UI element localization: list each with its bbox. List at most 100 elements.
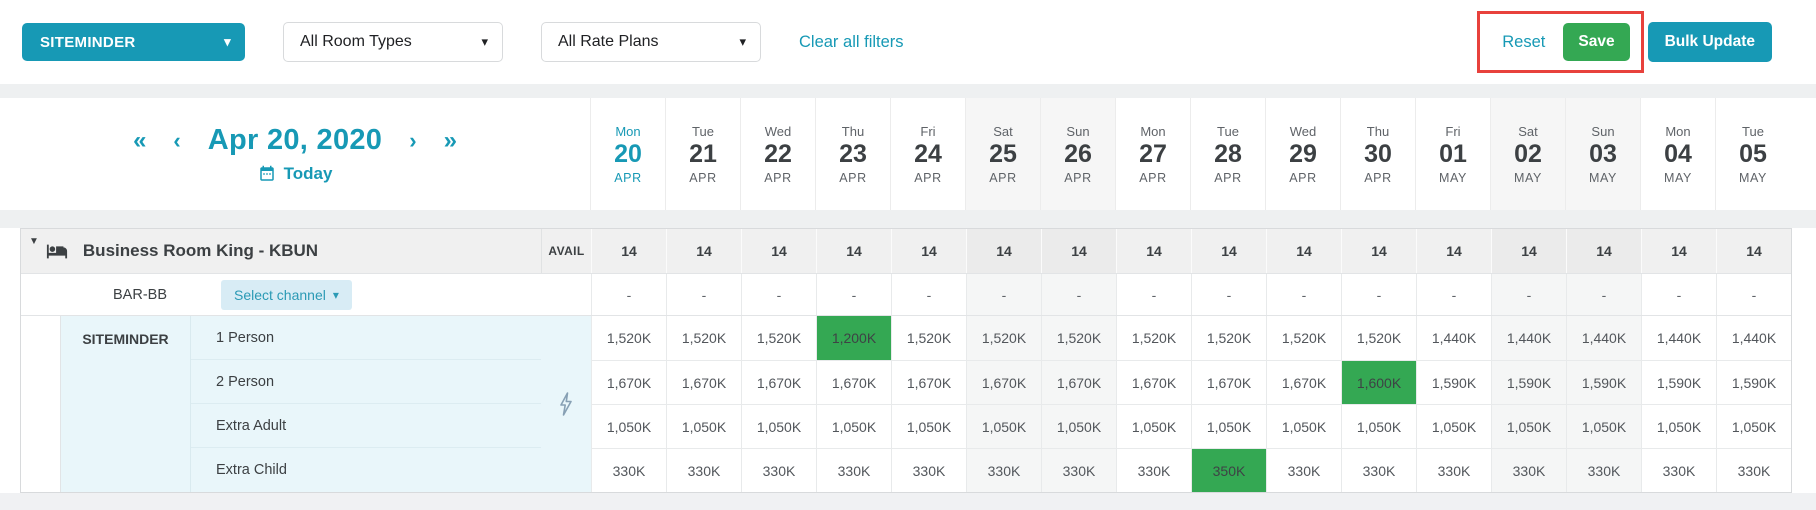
plan-cell[interactable]: - xyxy=(1191,274,1266,315)
rate-cell[interactable]: 1,050K xyxy=(591,405,666,448)
today-button[interactable]: Today xyxy=(258,164,332,184)
calendar-day[interactable]: Fri 01 MAY xyxy=(1415,98,1490,210)
calendar-day[interactable]: Tue 05 MAY xyxy=(1715,98,1790,210)
avail-cell[interactable]: 14 xyxy=(1191,229,1266,273)
plan-cell[interactable]: - xyxy=(1266,274,1341,315)
rate-cell[interactable]: 1,050K xyxy=(816,405,891,448)
calendar-day[interactable]: Sun 26 APR xyxy=(1040,98,1115,210)
calendar-day[interactable]: Fri 24 APR xyxy=(890,98,965,210)
rate-cell[interactable]: 1,520K xyxy=(966,316,1041,360)
calendar-day[interactable]: Sat 25 APR xyxy=(965,98,1040,210)
calendar-day[interactable]: Mon 27 APR xyxy=(1115,98,1190,210)
plan-cell[interactable]: - xyxy=(1716,274,1791,315)
avail-cell[interactable]: 14 xyxy=(1416,229,1491,273)
rate-cell[interactable]: 1,520K xyxy=(1266,316,1341,360)
rate-cell[interactable]: 1,670K xyxy=(816,361,891,404)
calendar-day[interactable]: Wed 22 APR xyxy=(740,98,815,210)
plan-cell[interactable]: - xyxy=(891,274,966,315)
rate-cell[interactable]: 330K xyxy=(591,449,666,492)
rate-cell[interactable]: 1,520K xyxy=(891,316,966,360)
avail-cell[interactable]: 14 xyxy=(591,229,666,273)
plan-cell[interactable]: - xyxy=(966,274,1041,315)
rate-cell[interactable]: 330K xyxy=(1416,449,1491,492)
rate-cell[interactable]: 1,050K xyxy=(1116,405,1191,448)
rate-cell[interactable]: 1,520K xyxy=(1191,316,1266,360)
plan-cell[interactable]: - xyxy=(1041,274,1116,315)
rate-cell[interactable]: 1,050K xyxy=(1491,405,1566,448)
rate-cell[interactable]: 330K xyxy=(966,449,1041,492)
reset-button[interactable]: Reset xyxy=(1502,32,1546,51)
avail-cell[interactable]: 14 xyxy=(1041,229,1116,273)
next-day-button[interactable]: › xyxy=(409,127,417,153)
rate-cell[interactable]: 1,050K xyxy=(1266,405,1341,448)
rate-cell[interactable]: 1,590K xyxy=(1491,361,1566,404)
bulk-update-button[interactable]: Bulk Update xyxy=(1647,22,1772,62)
avail-cell[interactable]: 14 xyxy=(1641,229,1716,273)
rate-cell[interactable]: 1,050K xyxy=(1041,405,1116,448)
prev-year-button[interactable]: « xyxy=(133,126,147,154)
rate-cell[interactable]: 1,050K xyxy=(891,405,966,448)
rate-cell[interactable]: 1,520K xyxy=(741,316,816,360)
avail-cell[interactable]: 14 xyxy=(1716,229,1791,273)
rate-cell[interactable]: 1,670K xyxy=(741,361,816,404)
calendar-day[interactable]: Wed 29 APR xyxy=(1265,98,1340,210)
plan-cell[interactable]: - xyxy=(666,274,741,315)
plan-cell[interactable]: - xyxy=(816,274,891,315)
rate-cell[interactable]: 330K xyxy=(1641,449,1716,492)
rate-cell[interactable]: 350K xyxy=(1191,449,1266,492)
plan-cell[interactable]: - xyxy=(1116,274,1191,315)
rate-cell[interactable]: 330K xyxy=(1566,449,1641,492)
rate-cell[interactable]: 1,590K xyxy=(1416,361,1491,404)
rate-cell[interactable]: 1,670K xyxy=(591,361,666,404)
plan-cell[interactable]: - xyxy=(1341,274,1416,315)
plan-cell[interactable]: - xyxy=(1641,274,1716,315)
plan-cell[interactable]: - xyxy=(1566,274,1641,315)
rate-cell[interactable]: 330K xyxy=(816,449,891,492)
rate-cell[interactable]: 1,050K xyxy=(1341,405,1416,448)
prev-day-button[interactable]: ‹ xyxy=(173,127,181,153)
plan-cell[interactable]: - xyxy=(1491,274,1566,315)
rate-cell[interactable]: 1,600K xyxy=(1341,361,1416,404)
plan-cell[interactable]: - xyxy=(591,274,666,315)
calendar-day[interactable]: Mon 04 MAY xyxy=(1640,98,1715,210)
rate-plans-dropdown[interactable]: All Rate Plans ▾ xyxy=(541,22,761,62)
rate-cell[interactable]: 1,440K xyxy=(1416,316,1491,360)
avail-cell[interactable]: 14 xyxy=(816,229,891,273)
avail-cell[interactable]: 14 xyxy=(1266,229,1341,273)
calendar-day[interactable]: Mon 20 APR xyxy=(590,98,665,210)
rate-cell[interactable]: 1,670K xyxy=(891,361,966,404)
rate-cell[interactable]: 330K xyxy=(1491,449,1566,492)
clear-all-filters-link[interactable]: Clear all filters xyxy=(799,32,904,51)
select-channel-button[interactable]: Select channel ▾ xyxy=(221,279,352,310)
avail-cell[interactable]: 14 xyxy=(666,229,741,273)
rate-cell[interactable]: 330K xyxy=(891,449,966,492)
rate-cell[interactable]: 330K xyxy=(1041,449,1116,492)
rate-cell[interactable]: 1,670K xyxy=(1266,361,1341,404)
rate-cell[interactable]: 1,050K xyxy=(966,405,1041,448)
rate-cell[interactable]: 1,670K xyxy=(1116,361,1191,404)
calendar-day[interactable]: Thu 30 APR xyxy=(1340,98,1415,210)
rate-cell[interactable]: 1,670K xyxy=(1041,361,1116,404)
rate-cell[interactable]: 1,670K xyxy=(666,361,741,404)
calendar-day[interactable]: Tue 21 APR xyxy=(665,98,740,210)
avail-cell[interactable]: 14 xyxy=(1566,229,1641,273)
avail-cell[interactable]: 14 xyxy=(966,229,1041,273)
rate-cell[interactable]: 1,670K xyxy=(1191,361,1266,404)
plan-cell[interactable]: - xyxy=(741,274,816,315)
rate-cell[interactable]: 1,520K xyxy=(591,316,666,360)
rate-cell[interactable]: 1,050K xyxy=(1191,405,1266,448)
avail-cell[interactable]: 14 xyxy=(1491,229,1566,273)
rate-cell[interactable]: 1,050K xyxy=(1641,405,1716,448)
rate-cell[interactable]: 1,050K xyxy=(741,405,816,448)
rate-cell[interactable]: 1,440K xyxy=(1566,316,1641,360)
next-year-button[interactable]: » xyxy=(443,126,457,154)
room-types-dropdown[interactable]: All Room Types ▾ xyxy=(283,22,503,62)
rate-cell[interactable]: 1,520K xyxy=(666,316,741,360)
avail-cell[interactable]: 14 xyxy=(891,229,966,273)
rate-cell[interactable]: 1,050K xyxy=(1566,405,1641,448)
rate-cell[interactable]: 1,590K xyxy=(1566,361,1641,404)
calendar-day[interactable]: Tue 28 APR xyxy=(1190,98,1265,210)
calendar-day[interactable]: Sat 02 MAY xyxy=(1490,98,1565,210)
rate-cell[interactable]: 330K xyxy=(1341,449,1416,492)
avail-cell[interactable]: 14 xyxy=(1116,229,1191,273)
